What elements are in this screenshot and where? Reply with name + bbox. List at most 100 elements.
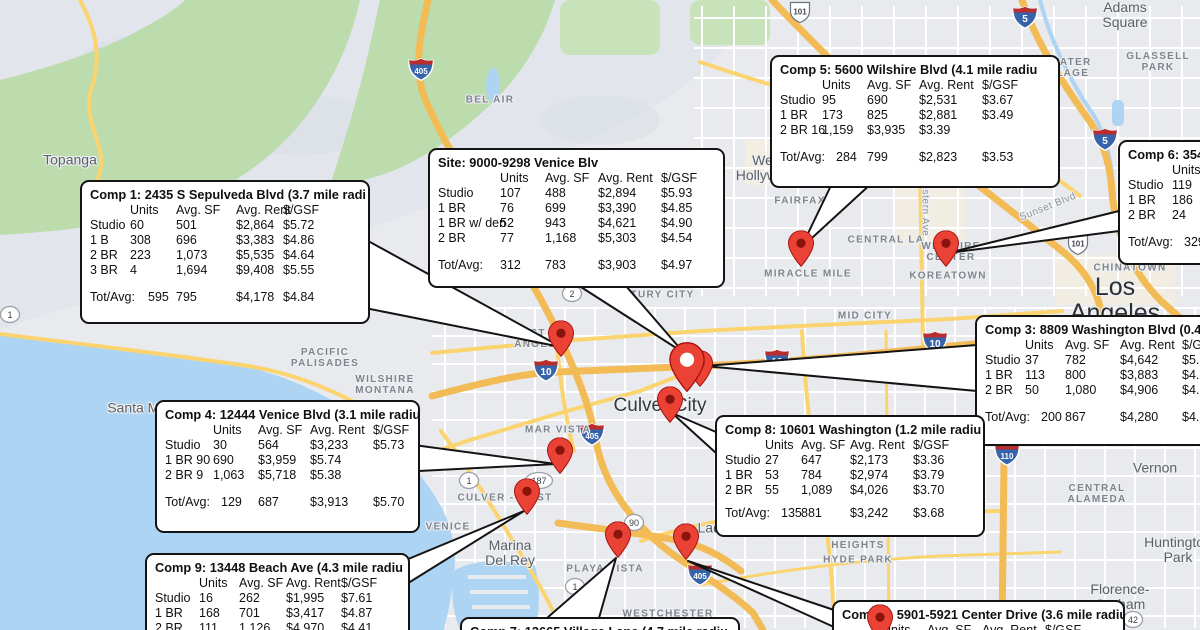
callout-title: Comp 8: 10601 Washington (1.2 mile radiu [725,422,982,437]
callout-cell: $5.70 [373,495,405,509]
callout-cell [982,123,1050,138]
comp9-callout: Comp 9: 13448 Beach Ave (4.3 mile radiu U… [145,553,410,630]
callout-cell [90,203,130,218]
callout-cell: $3.39 [919,123,951,137]
callout-cell: 52 [500,216,514,230]
callout-cell: 186 [1172,193,1193,207]
callout-title: Comp 6: 3540 [1128,147,1200,162]
callout-row: 2 BR 9 1,063 $5,718 $5.38 [165,468,410,483]
callout-cell: 696 [176,233,197,247]
callout-header-cell: Avg. Rent [982,623,1037,630]
callout-cell: $4,026 [850,483,889,497]
comp7-pin[interactable] [604,521,632,563]
callout-cell: 1,063 [213,468,245,482]
callout-header: Units [1128,163,1200,178]
callout-cell: 2 BR [725,483,753,497]
callout-header-cell: Avg. Rent [919,78,974,92]
map-label-bel-air: BEL AIR [465,94,515,106]
callout-cell: 2 BR [1128,208,1156,222]
callout-cell: 1 BR [1128,193,1156,207]
callout-cell: 1,126 [239,621,271,630]
callout-cell: $4.84 [283,290,315,304]
callout-cell: 2 BR [90,248,118,262]
map-label-mar-vista: MAR VISTA [525,424,591,436]
callout-cell: 1,080 [1065,383,1097,397]
red-pin-icon [547,320,575,358]
callout-row: 2 BR 111 1,126 $4,970 $4.41 [155,621,400,630]
callout-header-cell: Avg. SF [801,438,846,452]
callout-cell: $3,233 [310,438,349,452]
callout-cell: 782 [1065,353,1086,367]
red-pin-icon [787,230,815,268]
callout-cell: 1 BR [725,468,753,482]
comp8-callout: Comp 8: 10601 Washington (1.2 mile radiu… [715,415,985,537]
callout-cell: Tot/Avg: [780,150,825,164]
map-label-atwater-village: ATWATER VILLAGE [1034,57,1092,79]
callout-cell: $4.86 [283,233,315,247]
callout-header: Units Avg. SF Avg. Rent $/GS [985,338,1200,353]
callout-title: Comp 1: 2435 S Sepulveda Blvd (3.7 mile … [90,187,366,202]
callout-cell: 76 [500,201,514,215]
callout-cell: 699 [545,201,566,215]
callout-cell: $3,242 [850,506,889,520]
callout-cell [155,576,199,591]
callout-cell: 1 BR [438,201,466,215]
callout-cell: $4,178 [236,290,275,304]
callout-cell: 1 B [90,233,109,247]
callout-cell: 1,168 [545,231,577,245]
callout-cell: 24 [1172,208,1186,222]
callout-cell: $5.38 [310,468,342,482]
callout-cell: $4,621 [598,216,637,230]
map-label-huntington-park: Huntington Park [1144,534,1200,565]
callout-header-cell: $/GSF [982,78,1019,92]
map-label-adams-square: Adams Square [1102,0,1148,30]
comp1-pin[interactable] [547,320,575,362]
callout-cell: $3,903 [598,258,637,272]
comp1-callout: Comp 1: 2435 S Sepulveda Blvd (3.7 mile … [80,180,370,324]
callout-cell: $2,974 [850,468,889,482]
callout-cell: Studio [725,453,761,467]
callout-header: Units Avg. SF Avg. Rent $/GSF [165,423,410,438]
comp4-pin[interactable] [546,437,574,479]
callout-cell: 113 [1025,368,1045,382]
callout-header-cell: $/GSF [913,438,950,452]
comp2-pin[interactable] [672,523,700,565]
comp3-callout: Comp 3: 8809 Washington Blvd (0.4 mil Uni… [975,315,1200,446]
site-callout: Site: 9000-9298 Venice Blv Units Avg. SF Av… [428,148,725,288]
callout-cell: 16 [199,591,213,605]
callout-cell: 50 [1025,383,1039,397]
map-label-koreatown: KOREATOWN [909,270,987,282]
callout-cell: $5. [1182,353,1200,367]
comp9-pin[interactable] [513,478,541,520]
callout-cell: 1,694 [176,263,208,277]
callout-header-cell: $/GS [1182,338,1200,352]
red-pin-icon [604,521,632,559]
callout-row: Tot/Avg: 284 799 $2,823 $3.53 [780,150,1050,165]
comp5-pin[interactable] [787,230,815,272]
callout-cell: $9,408 [236,263,275,277]
callout-cell: 55 [765,483,779,497]
comp6-pin[interactable] [932,230,960,272]
callout-header-cell: Units [130,203,159,217]
callout-title: Site: 9000-9298 Venice Blv [438,155,599,170]
callout-cell: 168 [199,606,220,620]
callout-cell: 262 [239,591,260,605]
callout-cell: 784 [801,468,822,482]
callout-cell: 119 [1172,178,1192,192]
callout-cell: 60 [130,218,144,232]
callout-cell: 2 BR 9 [165,468,204,482]
callout-cell: Studio [155,591,191,605]
comp8-pin[interactable] [656,386,684,428]
callout-header-cell: Avg. Rent [310,423,365,437]
marker-pin[interactable] [866,604,894,630]
callout-cell: 1,159 [822,123,854,137]
callout-cell [373,468,410,483]
comp5-callout: Comp 5: 5600 Wilshire Blvd (4.1 mile rad… [770,55,1060,188]
callout-header-cell: Avg. SF [258,423,303,437]
callout-cell: $4,280 [1120,410,1159,424]
callout-header-cell: Avg. Rent [236,203,291,217]
callout-header-cell: Units [199,576,228,590]
callout-cell: 943 [545,216,566,230]
callout-row: 2 BR 50 1,080 $4,906 $4.54 [985,383,1200,398]
